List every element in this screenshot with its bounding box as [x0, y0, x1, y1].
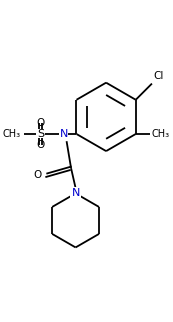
Text: O: O — [36, 140, 45, 150]
Text: S: S — [37, 129, 44, 139]
Text: N: N — [71, 188, 80, 198]
Text: CH₃: CH₃ — [3, 129, 21, 139]
Text: O: O — [33, 170, 41, 180]
Text: N: N — [71, 188, 80, 198]
Text: O: O — [36, 118, 45, 128]
Text: Cl: Cl — [154, 71, 164, 81]
Text: N: N — [60, 129, 68, 139]
Text: CH₃: CH₃ — [152, 129, 170, 139]
